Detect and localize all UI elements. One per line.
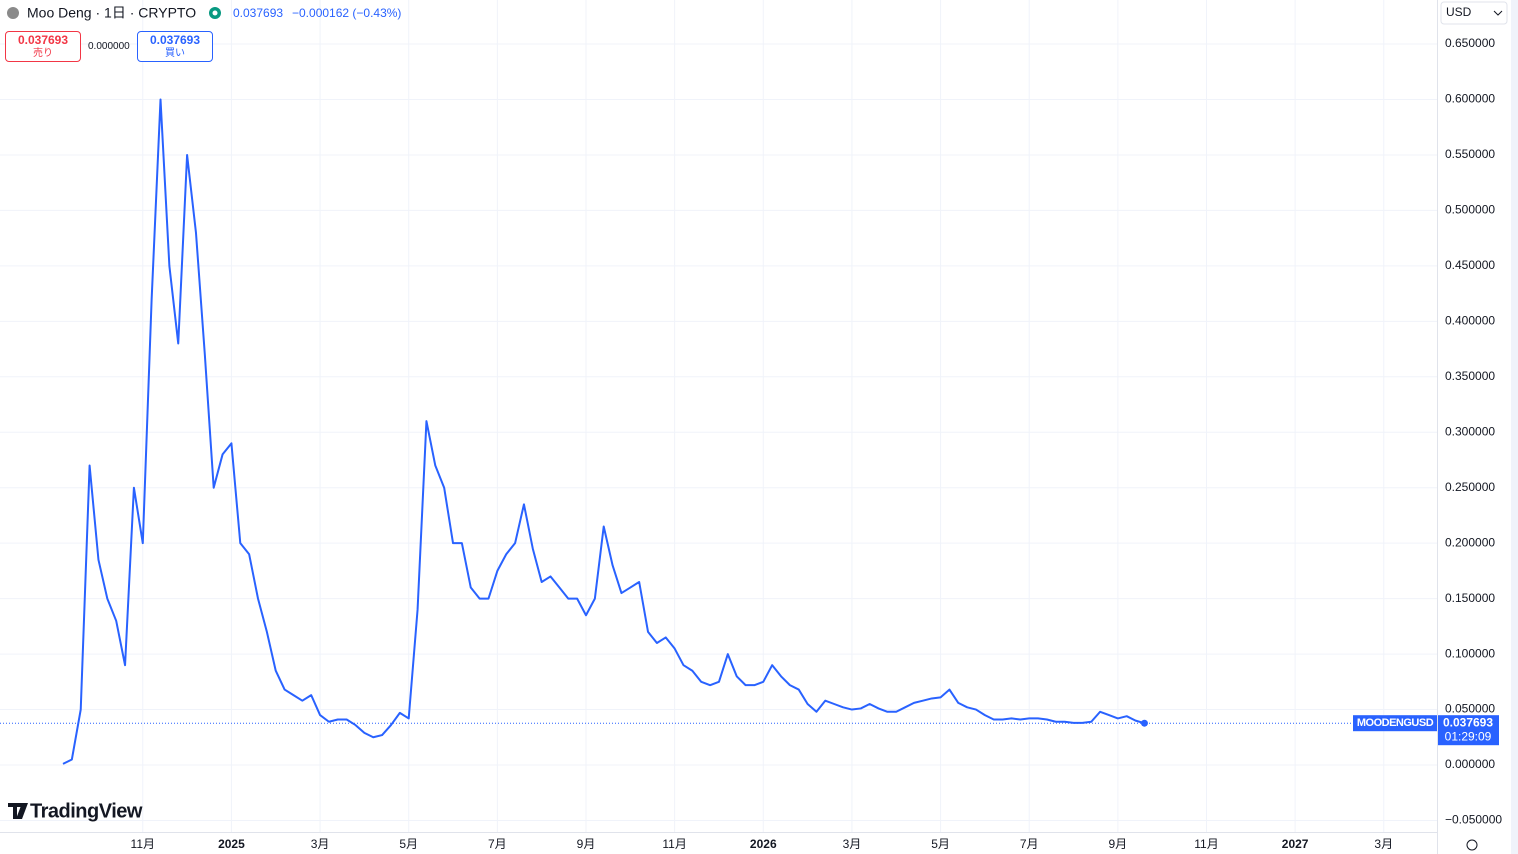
symbol-tag [1353,715,1437,732]
x-tick-label: 7月 [488,837,507,851]
y-tick-label: 0.400000 [1445,314,1495,328]
settings-button[interactable] [1466,839,1478,851]
x-tick-label: 2027 [1282,837,1309,851]
x-tick-label: 3月 [311,837,330,851]
side-strip [1511,0,1518,854]
y-tick-label: 0.650000 [1445,36,1495,50]
y-tick-label: 0.500000 [1445,203,1495,217]
currency-label: USD [1446,5,1472,19]
price-axis-border [1437,0,1438,854]
logo-mark [8,803,28,819]
symbol-title: Moo Deng · 1日 · CRYPTO [27,5,196,21]
x-tick-label: 5月 [931,837,950,851]
header-price: 0.037693 [233,6,283,20]
y-tick-label: 0.050000 [1445,702,1495,716]
symbol-icon [7,7,19,19]
buy-button[interactable]: 0.037693 買い [137,31,213,62]
x-tick-label: 5月 [399,837,418,851]
y-tick-label: 0.350000 [1445,369,1495,383]
y-tick-label: 0.250000 [1445,480,1495,494]
y-tick-label: 0.100000 [1445,646,1495,660]
y-tick-label: 0.300000 [1445,424,1495,438]
price-line [62,98,1145,765]
y-tick-label: 0.200000 [1445,535,1495,549]
sell-price: 0.037693 [17,33,69,47]
y-tick-label: 0.600000 [1445,92,1495,106]
market-status-dot [212,10,218,16]
plot [0,98,1437,765]
x-tick-label: 11月 [131,837,155,851]
x-tick-label: 7月 [1020,837,1039,851]
price-tag [1438,715,1499,746]
sell-label: 売り [33,48,53,59]
price-tag-countdown: 01:29:09 [1445,729,1492,743]
spread: 0.000000 [88,41,130,52]
x-tick-label: 2026 [750,837,777,851]
time-axis-border [0,832,1437,833]
y-tick-label: −0.050000 [1445,813,1502,827]
x-tick-label: 3月 [843,837,862,851]
x-tick-label: 2025 [218,837,245,851]
header-change: −0.000162 (−0.43%) [292,6,401,20]
y-tick-label: 0.150000 [1445,591,1495,605]
last-point [1140,719,1148,727]
symbol-tag-label: MOODENGUSD [1357,717,1434,729]
y-tick-label: 0.000000 [1445,757,1495,771]
buy-label: 買い [165,48,185,59]
price-tag-value: 0.037693 [1443,715,1493,729]
x-tick-label: 11月 [662,837,686,851]
x-tick-label: 9月 [1109,837,1128,851]
x-tick-label: 3月 [1374,837,1393,851]
buy-price: 0.037693 [149,33,201,47]
logo: TradingView [8,800,143,822]
x-tick-label: 9月 [577,837,596,851]
y-tick-label: 0.550000 [1445,147,1495,161]
sell-button[interactable]: 0.037693 売り [5,31,81,62]
grid [0,0,1437,832]
x-tick-label: 11月 [1194,837,1218,851]
dropdown-arrow [1493,10,1503,16]
y-tick-label: 0.450000 [1445,258,1495,272]
logo-text: TradingView [30,800,143,822]
currency-select[interactable] [1440,1,1508,25]
